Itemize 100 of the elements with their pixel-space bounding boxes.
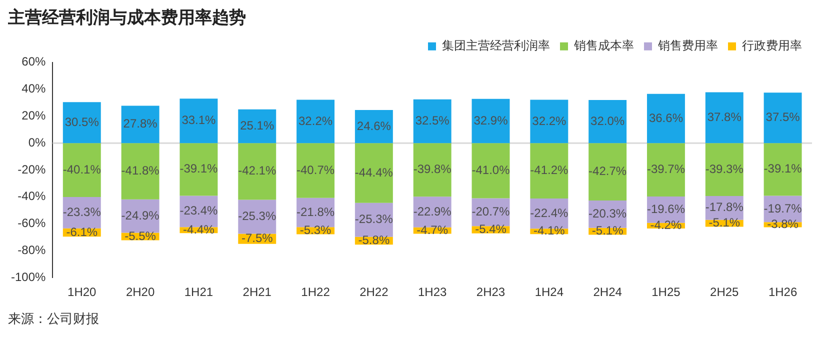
y-tick-label: -40% [18,189,46,204]
x-tick-label: 1H25 [652,285,681,300]
data-label: 36.6% [648,110,684,125]
x-tick-label: 1H26 [768,285,798,300]
data-label: 32.9% [474,113,508,128]
bar [705,92,744,144]
data-label: -25.3% [354,212,394,226]
bar [530,100,568,144]
bar [62,143,101,198]
data-label: 30.5% [64,114,100,129]
data-label: -40.1% [62,162,102,176]
y-tick-label: -80% [18,243,46,258]
source-note: 来源：公司财报 [8,310,100,328]
bar [180,143,218,196]
bar [413,143,452,197]
data-label: -5.8% [358,233,390,248]
x-tick-label: 2H23 [476,285,506,300]
bar [530,143,568,199]
legend-label: 集团主营经营利润率 [442,38,550,53]
data-label: -4.7% [416,222,448,237]
data-label: -19.6% [646,202,686,216]
data-label: -41.0% [472,162,510,177]
data-label: 33.1% [182,113,216,128]
data-label: -5.5% [124,228,156,243]
data-label: -39.3% [705,162,744,176]
x-tick-label: 2H21 [242,285,272,300]
legend-label: 销售成本率 [573,38,634,53]
data-label: 32.2% [298,114,333,128]
bar [764,143,802,196]
bar [472,143,510,198]
data-label: -5.3% [300,223,332,238]
data-label: 27.8% [123,116,158,131]
bar [62,102,101,144]
bar [764,92,802,144]
x-tick-label: 1H21 [184,285,214,300]
data-label: -41.8% [121,164,160,178]
x-tick-label: 1H24 [534,285,564,300]
y-tick-label: 60% [22,54,46,69]
bar [296,143,335,198]
x-tick-label: 1H20 [68,285,97,300]
data-label: -23.4% [180,204,218,218]
bar [413,99,452,144]
bar [705,143,744,196]
data-label: 37.8% [707,110,742,124]
bar [238,200,276,234]
data-label: 25.1% [240,118,274,133]
data-label: -39.8% [413,162,452,176]
bar [180,98,218,144]
x-tick-label: 2H20 [126,285,155,300]
y-tick-label: -100% [11,270,46,284]
x-tick-label: 2H25 [710,285,740,300]
y-tick-label: 40% [22,82,46,96]
data-label: -23.3% [62,205,102,220]
legend-label: 行政费用率 [742,38,802,53]
data-label: 24.6% [356,118,392,133]
data-label: -5.4% [475,222,507,236]
data-label: -17.8% [705,200,744,214]
data-label: -20.7% [472,204,510,218]
data-label: -20.3% [588,206,627,220]
data-label: -39.1% [764,162,802,176]
data-label: -42.1% [238,164,276,178]
bar [588,100,627,144]
y-tick-label: -20% [18,162,46,176]
bar [238,143,276,200]
data-label: -5.1% [592,224,624,238]
bar [646,143,685,196]
legend-label: 销售费用率 [657,38,718,53]
chart-title: 主营经营利润与成本费用率趋势 [7,8,246,27]
data-label: 32.5% [415,114,450,128]
data-label: -5.1% [708,216,740,230]
bar [296,100,335,144]
data-label: -7.5% [241,231,274,246]
bar [588,143,627,201]
data-label: 32.0% [590,114,625,128]
data-label: -39.7% [646,162,686,176]
bar [646,94,685,144]
bar [121,106,160,144]
bar [121,143,160,200]
data-label: -39.1% [180,162,218,176]
data-label: -25.3% [238,209,276,224]
y-tick-label: 0% [28,135,46,150]
x-tick-label: 1H23 [418,285,448,300]
data-label: 32.2% [532,114,566,128]
data-label: -41.2% [530,163,568,178]
data-label: -42.7% [588,164,627,178]
bar [238,109,276,144]
data-label: -6.1% [66,224,98,239]
y-tick-label: -60% [18,216,46,230]
data-label: 37.5% [766,110,800,124]
bar [354,143,393,203]
data-label: -22.9% [413,204,452,218]
bar [472,98,510,144]
data-label: -40.7% [296,162,335,177]
data-label: -22.4% [530,206,568,220]
data-label: -19.7% [764,201,802,216]
data-label: -24.9% [121,208,160,222]
y-tick-label: 20% [22,108,46,123]
data-label: -21.8% [296,204,335,219]
data-label: -44.4% [354,165,394,180]
x-tick-label: 2H24 [593,285,622,300]
